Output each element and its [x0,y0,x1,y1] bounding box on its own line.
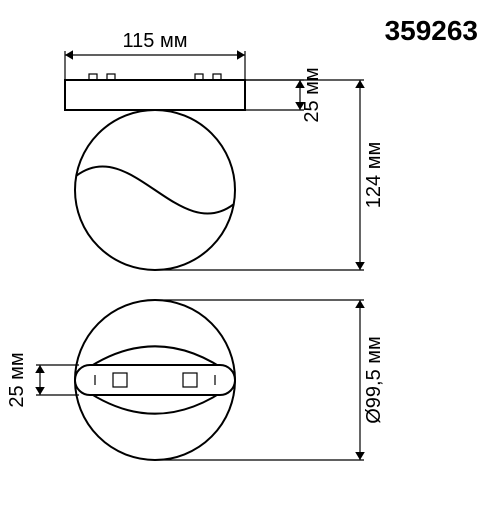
dim-diameter: Ø99,5 мм [363,336,385,424]
dim-topview-height: 25 мм [6,352,28,407]
dim-side-height: 124 мм [363,142,385,208]
front-mount-bar [65,80,245,110]
front-sweep-arc [77,166,234,213]
top-mount-pill [75,365,235,395]
product-code: 359263 [385,15,478,47]
dim-top-width: 115 мм [123,30,188,52]
dim-bar-height: 25 мм [301,67,323,122]
